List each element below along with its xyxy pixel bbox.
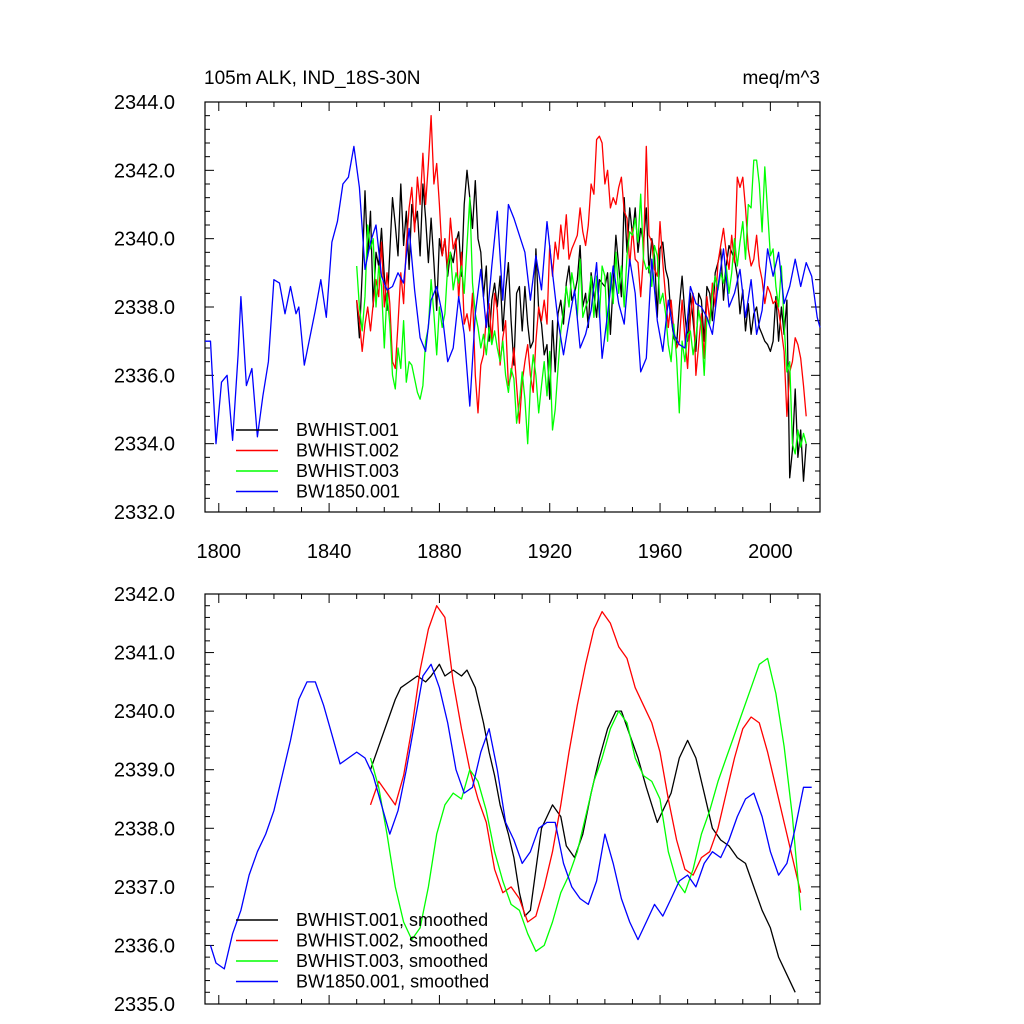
legend-label: BWHIST.002, smoothed [296, 931, 488, 951]
x-tick-label: 1800 [197, 541, 242, 563]
series-line-4 [205, 145, 821, 445]
series-line-3 [369, 657, 802, 952]
y-tick-label: 2342.0 [114, 160, 175, 182]
y-tick-label: 2341.0 [114, 643, 175, 665]
y-tick-label: 2337.0 [114, 877, 175, 899]
series-line-3 [356, 159, 807, 455]
y-tick-label: 2335.0 [114, 994, 175, 1016]
y-tick-label: 2340.0 [114, 229, 175, 251]
top-panel: 105m ALK, IND_18S-30N meq/m^3 1800 1840 18… [114, 68, 821, 563]
y-tick-label: 2340.0 [114, 701, 175, 723]
series-line-2 [356, 115, 807, 424]
legend-label: BW1850.001, smoothed [296, 972, 489, 992]
y-tick-label: 2338.0 [114, 297, 175, 319]
x-tick-label: 2000 [748, 541, 793, 563]
series-line-2 [369, 605, 802, 923]
legend-label: BWHIST.002 [296, 441, 399, 461]
y-tick-label: 2338.0 [114, 818, 175, 840]
series-line-1 [369, 663, 796, 993]
bottom-panel: 2335.0 2336.0 2337.0 2338.0 2339.0 2340.0 2341… [114, 584, 821, 1016]
x-tick-label: 1960 [638, 541, 683, 563]
legend-label: BWHIST.001, smoothed [296, 910, 488, 930]
x-tick-label: 1920 [527, 541, 572, 563]
top-panel-title: 105m ALK, IND_18S-30N [204, 68, 421, 89]
legend-label: BW1850.001 [296, 482, 400, 502]
legend-label: BWHIST.001 [296, 420, 399, 440]
legend-label: BWHIST.003, smoothed [296, 951, 488, 971]
x-tick-label: 1880 [417, 541, 462, 563]
y-tick-label: 2336.0 [114, 935, 175, 957]
y-tick-label: 2334.0 [114, 434, 175, 456]
series-line-4 [209, 663, 812, 970]
x-tick-label: 1840 [307, 541, 352, 563]
plot-frame [204, 593, 821, 1005]
top-panel-units: meq/m^3 [742, 68, 820, 89]
y-tick-label: 2332.0 [114, 502, 175, 524]
legend-label: BWHIST.003 [296, 461, 399, 481]
y-tick-label: 2342.0 [114, 584, 175, 606]
y-tick-label: 2339.0 [114, 760, 175, 782]
y-tick-label: 2336.0 [114, 365, 175, 387]
y-tick-label: 2344.0 [114, 92, 175, 114]
